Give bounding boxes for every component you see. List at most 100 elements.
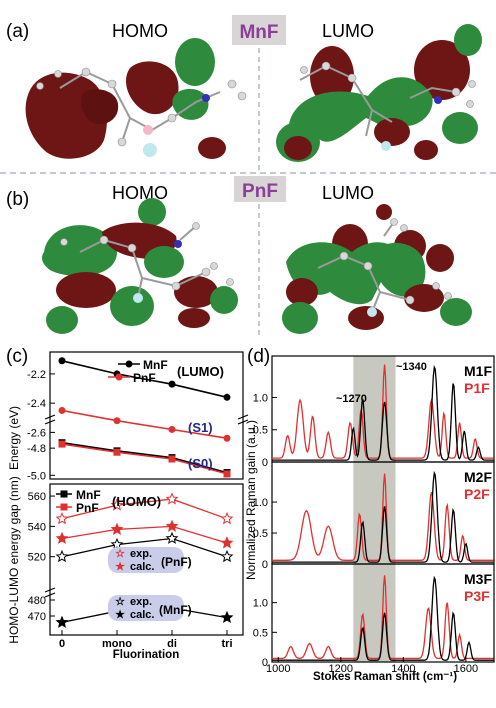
c-legend-mnf-gap: ☆ exp. ★ calc. (MnF) [108,595,192,621]
legend-lumo-tag: (LUMO) [177,364,224,379]
d-mnf-line [272,575,494,661]
d-ytick-label: 0 [262,559,268,571]
annotation-1340: ~1340 [396,361,427,373]
panel-b-label: (b) [6,189,29,210]
c-xtick-label: di [167,638,177,650]
c-lower-point [55,512,69,525]
c-legend-lumo: MnF (LUMO) PnF [108,358,224,385]
orbital-homo-mnf [25,38,247,159]
d-pnf-line [272,364,494,459]
d-panel-label-p: P3F [464,588,490,604]
c-lower-point [110,537,124,551]
c-lower-line [61,525,228,544]
c-legend-pnf-gap: ☆ exp. ★ calc. (PnF) [108,547,192,573]
d-panel-label-m: M3F [464,571,492,587]
c-xtick-label: 0 [59,638,65,650]
legend-homo-tag: (HOMO) [112,494,161,509]
legend-pnf-lumo: PnF [133,371,156,385]
c-lower-point [165,492,179,505]
panel-c-label: (c) [6,346,28,367]
c-lower-point [165,519,179,532]
c-upper-line [61,360,228,399]
d-ytick-label: 0.5 [253,627,268,639]
c-lower-point [110,522,124,535]
c-lower-point [110,498,124,511]
orbital-lumo-mnf [276,24,482,162]
d-xtick-label: 1000 [266,663,290,675]
state-label-s0: (S0) [188,456,213,471]
d-ytick-label: 1.0 [253,392,268,404]
c-ytick-label: -2.6 [27,427,46,439]
legend-pnf-exp: exp. [130,548,152,560]
c-upper-point [58,357,66,365]
legend-pnf-calc: calc. [130,561,154,573]
c-lower-ytick-label: 480 [28,595,46,607]
legend-pnf-name: (PnF) [161,555,192,569]
plot-c-lower-frame [49,483,244,636]
c-upper-point [168,455,176,463]
d-pnf-line [272,473,494,561]
d-ytick-label: 0 [262,457,268,469]
c-upper-ylabel: Energy (eV) [7,406,21,470]
c-lower-point [220,512,234,525]
legend-mnf-lumo: MnF [143,358,168,372]
c-lower-point [165,531,179,544]
d-ytick-label: 1.0 [253,497,268,509]
legend-mnf-homo: MnF [76,488,101,502]
c-upper-point [113,448,121,456]
c-ytick-label: -5.0 [27,470,46,482]
c-upper-point [223,434,231,442]
d-panel-label-m: M1F [464,363,492,379]
c-upper-point [168,380,176,388]
d-ytick-label: 0.5 [253,528,268,540]
highlight-band [353,356,396,662]
c-upper-point [223,470,231,478]
molecule-label-pnf: PnF [242,181,278,202]
c-lower-ylabel: HOMO-LUMO energy gap (nm) [7,476,21,643]
c-lower-point [220,610,234,624]
c-upper-line [61,441,228,474]
d-xtick-label: 1200 [329,663,353,675]
axis-break-marks [44,414,249,425]
d-mnf-line [272,470,494,563]
d-pnf-line [272,575,494,660]
d-xlabel: Stokes Raman shift (cm⁻¹) [313,671,457,683]
c-lower-break [44,587,56,593]
orbital-homo-pnf [42,198,238,334]
c-lower-break [44,592,56,598]
legend-mnf-exp: exp. [130,596,152,608]
c-marks: -2.2 -2.4 -2.6 -4.8 -5.0 470 480 520 540 560 0 mono… [27,357,234,650]
svg-text:★: ★ [115,561,125,573]
panel-b-lumo-title: LUMO [322,183,374,203]
panel-a-label: (a) [6,21,29,42]
c-upper-line [61,409,228,439]
c-upper-point [113,417,121,425]
d-xtick-label: 1600 [454,663,478,675]
d-panel-label-p: P2F [464,486,490,502]
c-upper-point [168,425,176,433]
c-lower-ytick-label: 520 [28,552,46,564]
panel-a-homo-title: HOMO [112,21,168,41]
d-xtick-label: 1400 [391,663,415,675]
d-subplot-frame [271,563,495,663]
legend-mnf-name: (MnF) [159,603,192,617]
legend-pnf-homo: PnF [76,501,99,515]
c-ytick-label: -4.8 [27,443,46,455]
panel-a-lumo-title: LUMO [322,21,374,41]
c-legend-homo: MnF (HOMO) PnF [56,488,161,515]
c-ytick-label: -2.4 [27,398,46,410]
c-ytick-label: -2.2 [27,369,46,381]
c-xtick-label: mono [102,638,132,650]
molecule-label-mnf: MnF [239,22,278,43]
c-upper-point [58,440,66,448]
d-panel-label-p: P1F [464,380,490,396]
c-xtick-label: tri [222,638,233,650]
c-upper-point [223,393,231,401]
c-lower-point [55,615,69,628]
c-upper-line [61,443,228,475]
orbital-lumo-pnf [282,204,472,334]
molecule-badge-mnf [232,15,286,45]
